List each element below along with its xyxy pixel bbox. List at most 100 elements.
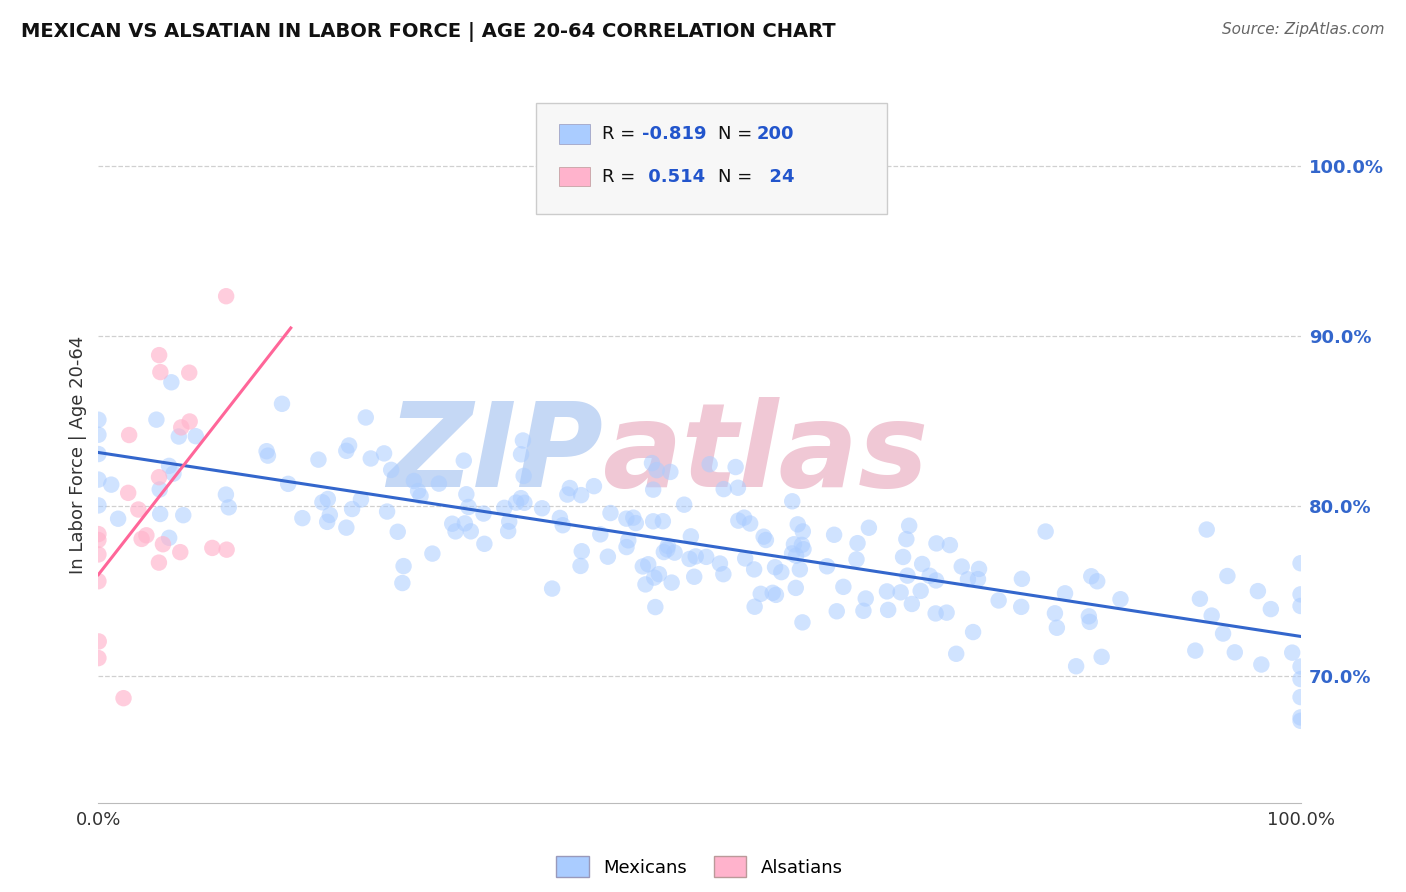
Point: [858, 521, 880, 535]
Point: [763, 560, 786, 574]
Text: R =: R =: [602, 125, 641, 143]
Point: [925, 574, 948, 588]
Point: [652, 545, 675, 559]
Point: [910, 583, 932, 598]
Point: [846, 536, 869, 550]
Point: [790, 538, 813, 552]
Point: [643, 483, 665, 497]
Point: [157, 531, 180, 545]
Point: [169, 545, 191, 559]
Point: [427, 476, 450, 491]
Point: [453, 453, 475, 467]
Point: [901, 597, 924, 611]
Point: [792, 542, 814, 557]
Point: [157, 458, 180, 473]
Point: [734, 551, 756, 566]
Point: [740, 516, 762, 531]
Point: [87, 527, 110, 541]
Point: [118, 428, 141, 442]
Point: [621, 510, 644, 524]
Point: [541, 582, 564, 596]
Point: [112, 691, 135, 706]
Point: [373, 446, 395, 460]
Point: [277, 476, 299, 491]
Point: [637, 558, 659, 572]
Point: [742, 562, 765, 576]
Point: [1195, 523, 1218, 537]
Point: [510, 491, 533, 505]
Point: [179, 415, 201, 429]
Point: [673, 498, 696, 512]
Point: [135, 528, 157, 542]
Text: Source: ZipAtlas.com: Source: ZipAtlas.com: [1222, 22, 1385, 37]
Point: [770, 565, 793, 579]
Point: [1250, 657, 1272, 672]
Point: [402, 474, 425, 488]
Point: [1289, 690, 1312, 704]
Point: [616, 540, 638, 554]
Point: [727, 514, 749, 528]
Point: [184, 429, 207, 443]
Point: [785, 581, 807, 595]
Point: [127, 502, 149, 516]
Point: [117, 486, 139, 500]
Point: [513, 496, 536, 510]
Point: [167, 429, 190, 443]
Point: [918, 568, 941, 582]
Point: [100, 477, 122, 491]
Point: [145, 412, 167, 426]
Point: [855, 591, 877, 606]
Point: [678, 552, 700, 566]
Point: [724, 460, 747, 475]
Point: [631, 559, 654, 574]
Point: [1077, 609, 1099, 624]
Point: [87, 427, 110, 442]
Point: [215, 487, 238, 501]
Point: [967, 562, 990, 576]
Point: [624, 516, 647, 530]
Point: [149, 507, 172, 521]
Point: [380, 463, 402, 477]
Point: [215, 542, 238, 557]
Point: [1289, 659, 1312, 673]
Point: [391, 576, 413, 591]
Point: [657, 542, 679, 557]
Point: [1216, 569, 1239, 583]
Point: [648, 567, 671, 582]
Point: [962, 625, 984, 640]
Point: [1053, 586, 1076, 600]
Point: [659, 465, 682, 479]
Point: [1046, 621, 1069, 635]
Point: [641, 456, 664, 470]
Point: [1091, 649, 1114, 664]
Point: [148, 348, 170, 362]
Point: [354, 410, 377, 425]
Point: [569, 558, 592, 573]
Point: [179, 366, 201, 380]
Point: [733, 510, 755, 524]
Point: [935, 606, 957, 620]
Point: [474, 537, 496, 551]
Point: [531, 501, 554, 516]
Point: [170, 420, 193, 434]
Point: [950, 559, 973, 574]
Point: [510, 447, 533, 461]
Point: [1201, 608, 1223, 623]
Point: [599, 506, 621, 520]
Point: [876, 584, 898, 599]
Point: [683, 570, 706, 584]
Point: [727, 481, 749, 495]
Point: [131, 532, 153, 546]
Text: 0.514: 0.514: [641, 168, 704, 186]
Point: [1085, 574, 1108, 589]
Point: [911, 557, 934, 571]
Point: [160, 376, 183, 390]
Point: [422, 547, 444, 561]
Point: [337, 438, 360, 452]
Point: [1289, 710, 1312, 724]
Point: [1109, 592, 1132, 607]
Point: [852, 604, 875, 618]
Point: [441, 516, 464, 531]
Point: [616, 511, 638, 525]
Point: [825, 604, 848, 618]
